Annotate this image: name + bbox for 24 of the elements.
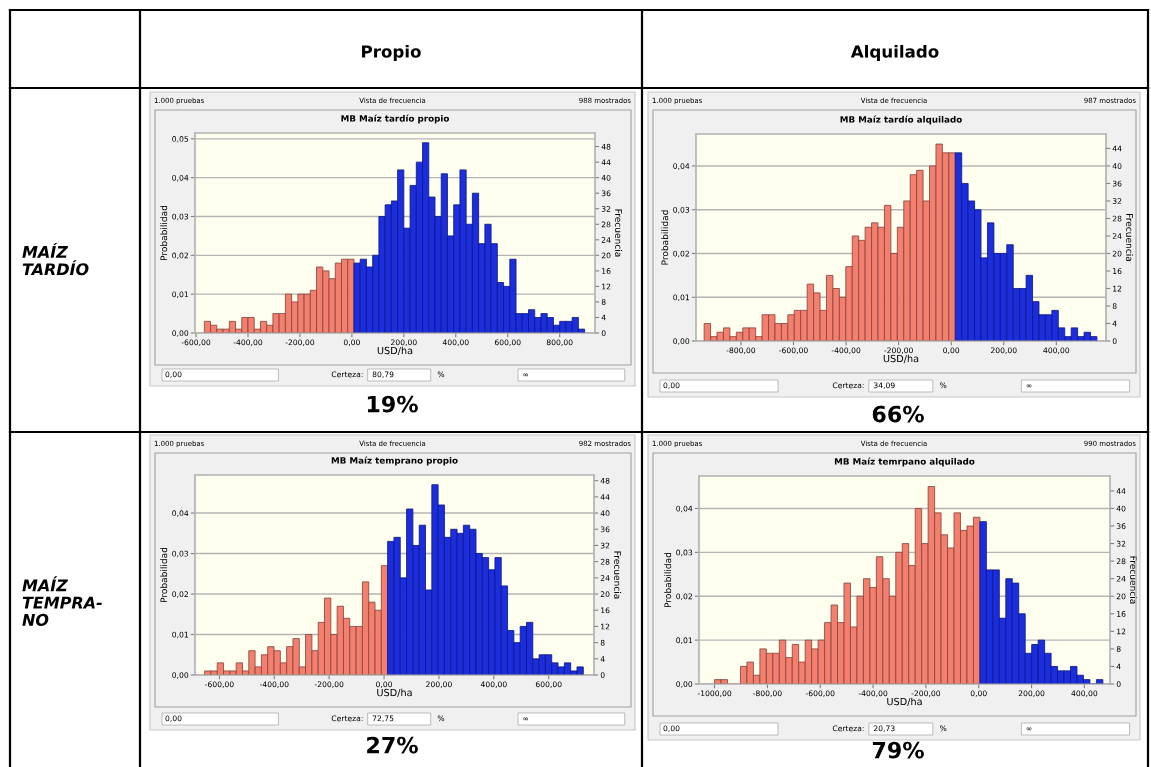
text: MAÍZ TARDÍO: [22, 242, 89, 276]
y-axis-title: Probabilidad: [160, 205, 168, 261]
text: 79%: [872, 741, 924, 759]
chart-title: MB Maíz tardío alquilado: [840, 115, 962, 125]
chart-title: MB Maíz tardío propio: [341, 114, 449, 124]
y2-axis-title: Frecuencia: [615, 209, 623, 257]
y2-axis-title: Frecuencia: [1126, 214, 1134, 261]
y-axis-title: Probabilidad: [661, 210, 669, 265]
text: MAÍZ TEMPRA- NO: [22, 576, 102, 626]
y-axis-title: Probabilidad: [664, 552, 672, 608]
x-axis-title: USD/ha: [377, 688, 412, 697]
y2-axis-title: Frecuencia: [614, 551, 622, 599]
chart-title: MB Maíz temrpano alquilado: [834, 457, 975, 467]
text: 66%: [872, 405, 924, 423]
text: Propio: [362, 44, 421, 62]
text: Alquilado: [850, 44, 939, 62]
x-axis-title: USD/ha: [883, 354, 919, 363]
x-axis-title: USD/ha: [377, 346, 413, 355]
x-axis-title: USD/ha: [887, 697, 922, 706]
chart-title: MB Maíz temprano propio: [331, 456, 458, 466]
y2-axis-title: Frecuencia: [1130, 556, 1138, 604]
text: 27%: [367, 736, 418, 754]
text: 19%: [367, 395, 418, 413]
y-axis-title: Probabilidad: [160, 547, 168, 603]
